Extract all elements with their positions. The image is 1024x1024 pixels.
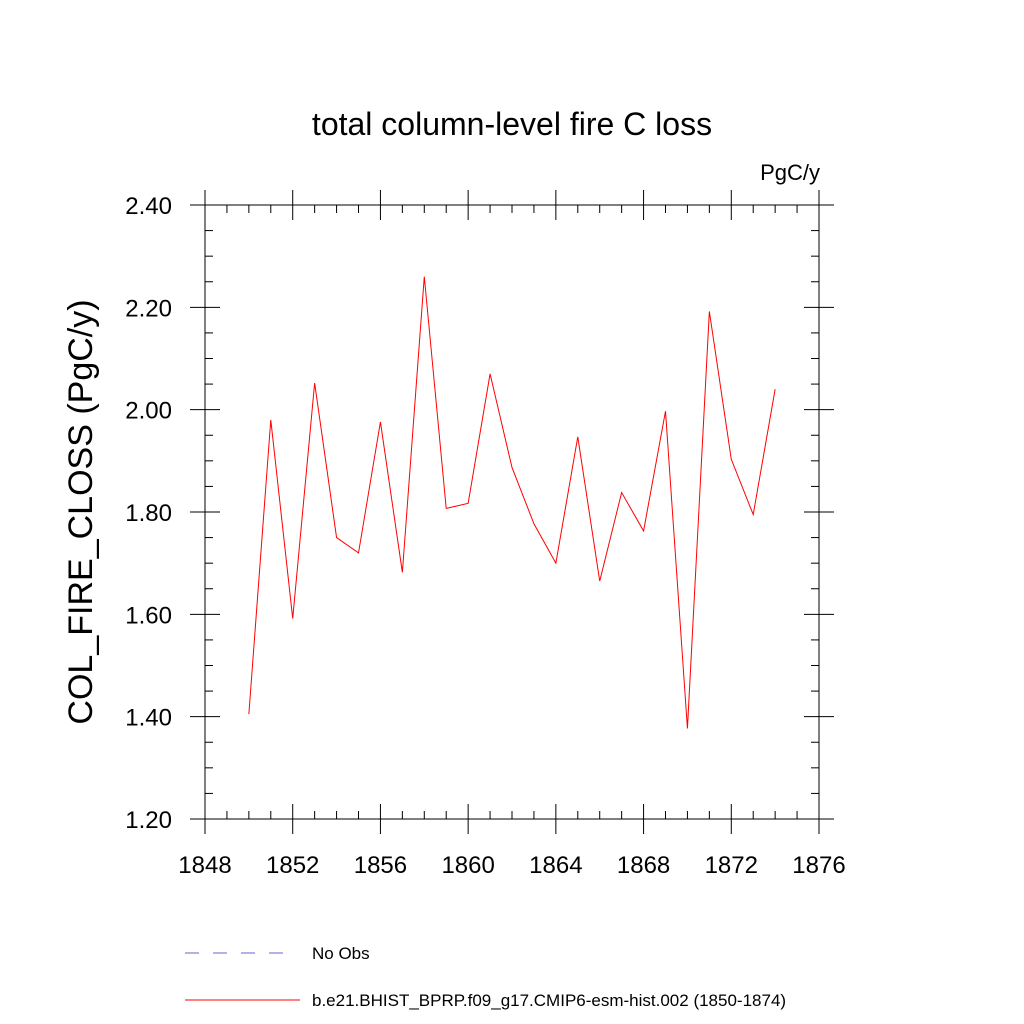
y-tick-label: 2.00 bbox=[125, 398, 172, 425]
axis-ticks bbox=[190, 190, 834, 834]
y-tick-label: 2.20 bbox=[125, 295, 172, 322]
x-tick-labels: 1848 1852 1856 1860 1864 1868 1872 1876 bbox=[178, 852, 845, 879]
x-tick-label: 1860 bbox=[441, 852, 494, 879]
legend-label-no-obs: No Obs bbox=[312, 944, 370, 963]
y-tick-label: 1.80 bbox=[125, 500, 172, 527]
x-tick-label: 1856 bbox=[354, 852, 407, 879]
series-lines bbox=[248, 276, 776, 729]
x-tick-label: 1848 bbox=[178, 852, 231, 879]
y-tick-label: 1.40 bbox=[125, 705, 172, 732]
x-tick-label: 1868 bbox=[617, 852, 670, 879]
x-tick-label: 1852 bbox=[266, 852, 319, 879]
y-tick-label: 2.40 bbox=[125, 193, 172, 220]
y-tick-label: 1.20 bbox=[125, 807, 172, 834]
chart-title: total column-level fire C loss bbox=[312, 106, 712, 142]
series-line bbox=[248, 276, 776, 729]
x-tick-label: 1872 bbox=[705, 852, 758, 879]
x-tick-label: 1864 bbox=[529, 852, 582, 879]
units-label: PgC/y bbox=[760, 160, 820, 185]
y-tick-labels: 1.20 1.40 1.60 1.80 2.00 2.20 2.40 bbox=[125, 193, 172, 834]
x-tick-label: 1876 bbox=[792, 852, 845, 879]
legend: No Obs b.e21.BHIST_BPRP.f09_g17.CMIP6-es… bbox=[185, 944, 786, 1010]
legend-label-model: b.e21.BHIST_BPRP.f09_g17.CMIP6-esm-hist.… bbox=[312, 991, 786, 1010]
plot-frame bbox=[204, 204, 820, 820]
y-tick-label: 1.60 bbox=[125, 602, 172, 629]
y-axis-label: COL_FIRE_CLOSS (PgC/y) bbox=[62, 299, 100, 724]
